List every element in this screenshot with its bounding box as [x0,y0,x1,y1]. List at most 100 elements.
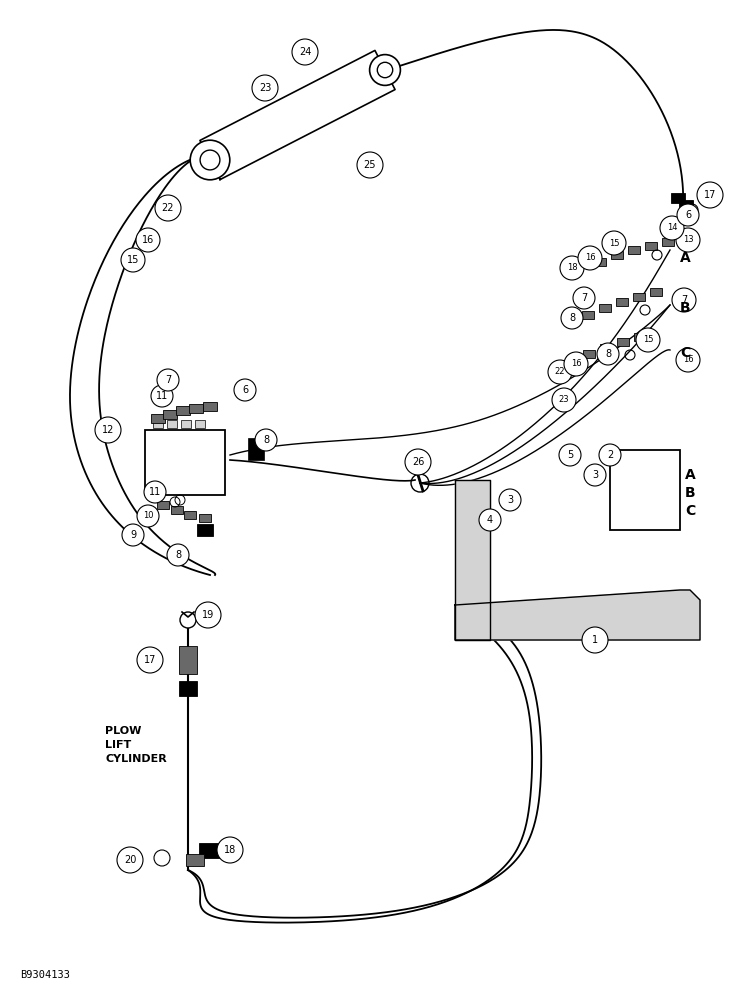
Bar [167,420,177,428]
Circle shape [676,348,700,372]
Circle shape [95,417,121,443]
Text: 15: 15 [609,238,619,247]
Circle shape [180,612,196,628]
Text: 8: 8 [175,550,181,560]
Bar [583,350,595,358]
Bar [157,501,169,509]
Text: 25: 25 [364,160,376,170]
Bar [248,438,264,460]
Circle shape [499,489,521,511]
Bar [184,511,196,519]
Bar [176,406,190,414]
Text: A: A [680,251,691,265]
Text: 7: 7 [581,293,587,303]
Text: 6: 6 [242,385,248,395]
Circle shape [122,524,144,546]
Circle shape [560,256,584,280]
Bar [186,854,204,866]
Text: B: B [680,301,690,315]
Text: 18: 18 [224,845,236,855]
Bar [171,506,183,514]
Circle shape [255,429,277,451]
Circle shape [157,369,179,391]
Circle shape [599,444,621,466]
Circle shape [217,837,243,863]
Text: 11: 11 [156,391,168,401]
Text: 15: 15 [643,336,653,344]
Text: 18: 18 [567,263,578,272]
Text: 8: 8 [605,349,611,359]
Bar [203,401,217,410]
Text: 11: 11 [149,487,161,497]
Text: 7: 7 [165,375,171,385]
Circle shape [190,140,230,180]
Text: 15: 15 [127,255,139,265]
Circle shape [137,505,159,527]
Bar [197,524,213,536]
Bar [199,514,211,522]
Text: 12: 12 [102,425,114,435]
Bar [679,200,693,210]
Text: 16: 16 [142,235,154,245]
Circle shape [167,544,189,566]
Circle shape [370,55,400,85]
Text: 7: 7 [681,295,687,305]
Text: 16: 16 [585,253,595,262]
Bar [582,311,594,319]
Bar [616,298,628,306]
Circle shape [578,246,602,270]
Bar [199,842,221,857]
Bar [153,420,163,428]
Bar [189,403,203,412]
Text: B: B [685,486,695,500]
Text: 3: 3 [592,470,598,480]
Text: B9304133: B9304133 [20,970,70,980]
Text: 17: 17 [143,655,156,665]
Text: 20: 20 [124,855,136,865]
Bar [181,420,191,428]
Text: 10: 10 [143,512,153,520]
Text: 22: 22 [555,367,565,376]
Bar [671,193,685,203]
Bar [599,304,611,312]
Bar [145,430,225,495]
Text: 6: 6 [685,210,691,220]
Circle shape [582,627,608,653]
Text: 23: 23 [259,83,271,93]
Text: 16: 16 [571,360,581,368]
Circle shape [677,204,699,226]
Bar [645,242,657,250]
Bar [634,333,646,341]
Circle shape [151,385,173,407]
Bar [610,450,680,530]
Polygon shape [455,480,490,640]
Text: 22: 22 [162,203,174,213]
Bar [163,410,177,418]
Text: 9: 9 [130,530,136,540]
Circle shape [584,464,606,486]
Text: 19: 19 [202,610,214,620]
Circle shape [676,228,700,252]
Bar [633,293,645,301]
Polygon shape [455,590,700,640]
Circle shape [155,195,181,221]
Bar [179,680,197,696]
Text: 14: 14 [667,224,677,232]
Text: 24: 24 [299,47,311,57]
Text: 2: 2 [607,450,613,460]
Circle shape [479,509,501,531]
Bar [594,258,606,266]
Text: 26: 26 [412,457,424,467]
Text: 4: 4 [487,515,493,525]
Circle shape [195,602,221,628]
Circle shape [548,360,572,384]
Bar [650,288,662,296]
Circle shape [292,39,318,65]
Bar [611,251,623,259]
Circle shape [144,481,166,503]
Circle shape [117,847,143,873]
Bar [179,646,197,674]
Text: 13: 13 [683,235,693,244]
Text: 16: 16 [683,356,693,364]
Circle shape [597,343,619,365]
